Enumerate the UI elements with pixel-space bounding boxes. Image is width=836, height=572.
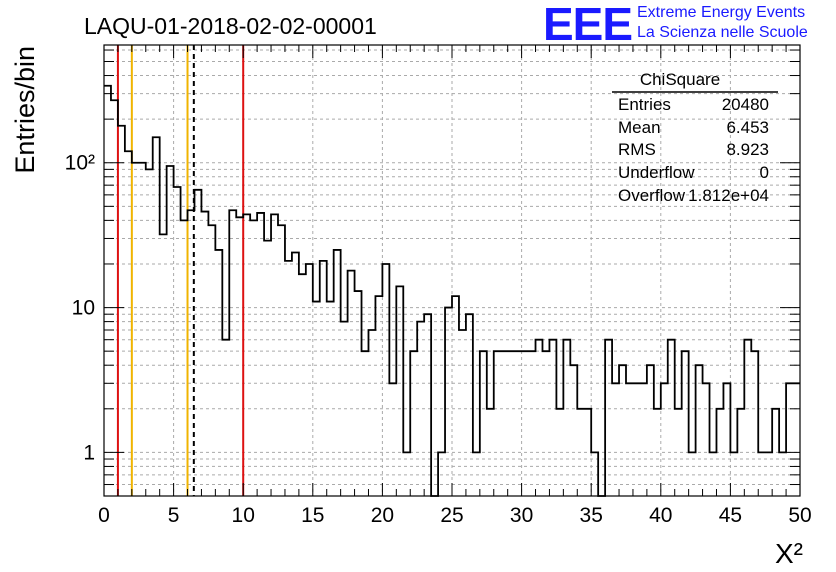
stats-label: Mean	[618, 118, 661, 137]
stats-title: ChiSquare	[640, 70, 720, 89]
grid	[104, 45, 800, 497]
stats-value: 1.812e+04	[688, 186, 769, 205]
tick-labels: 0 5 10 15 20 25 30 35 40 45 50 1 10 10²	[65, 152, 812, 527]
stats-label: Overflow	[618, 186, 686, 205]
stats-label: RMS	[618, 140, 656, 159]
y-tick-label: 1	[83, 441, 95, 464]
chart-title: LAQU-01-2018-02-02-00001	[84, 13, 377, 39]
reference-lines	[116, 45, 245, 496]
stats-value: 8.923	[726, 140, 769, 159]
stats-label: Entries	[618, 95, 671, 114]
y-axis-label: Entries/bin	[10, 46, 40, 174]
x-tick-label: 20	[371, 504, 394, 527]
stats-box: ChiSquare Entries 20480 Mean 6.453 RMS 8…	[612, 70, 778, 205]
x-axis-label: X²	[775, 538, 803, 569]
y-tick-label: 10	[72, 297, 95, 320]
x-tick-label: 5	[168, 504, 180, 527]
stats-value: 0	[760, 163, 769, 182]
stats-value: 6.453	[726, 118, 769, 137]
x-tick-label: 45	[719, 504, 742, 527]
eee-logo: EEE	[543, 0, 633, 50]
axis-ticks	[103, 45, 801, 497]
x-tick-label: 0	[98, 504, 110, 527]
x-tick-label: 40	[649, 504, 672, 527]
logo-line-2: La Scienza nelle Scuole	[637, 24, 808, 41]
logo-line-1: Extreme Energy Events	[637, 4, 806, 21]
stats-value: 20480	[722, 95, 769, 114]
y-tick-label: 10²	[65, 152, 95, 175]
x-tick-label: 50	[788, 504, 811, 527]
x-tick-label: 25	[440, 504, 463, 527]
x-tick-label: 10	[232, 504, 255, 527]
x-tick-label: 30	[510, 504, 533, 527]
x-tick-label: 35	[580, 504, 603, 527]
stats-label: Underflow	[618, 163, 695, 182]
x-tick-label: 15	[301, 504, 324, 527]
